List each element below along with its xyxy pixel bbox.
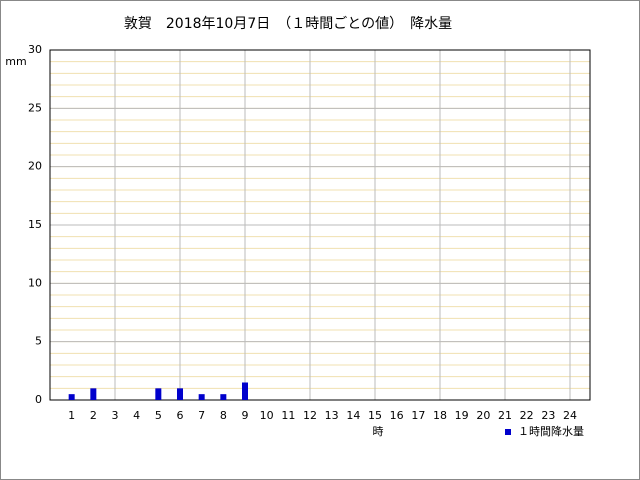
y-tick-label: 10: [28, 276, 42, 289]
y-tick-label: 20: [28, 160, 42, 173]
bar: [198, 394, 205, 400]
x-tick-label: 5: [155, 409, 162, 422]
x-tick-label: 10: [260, 409, 274, 422]
bar: [68, 394, 75, 400]
x-tick-label: 22: [520, 409, 534, 422]
legend-label: １時間降水量: [518, 424, 584, 438]
x-tick-label: 6: [177, 409, 184, 422]
x-tick-label: 11: [281, 409, 295, 422]
y-tick-label: 30: [28, 43, 42, 56]
x-tick-label: 2: [90, 409, 97, 422]
x-tick-label: 23: [541, 409, 555, 422]
x-tick-label: 16: [390, 409, 404, 422]
bar: [155, 388, 162, 400]
x-axis-label: 時: [373, 425, 384, 438]
x-tick-label: 8: [220, 409, 227, 422]
bar: [220, 394, 227, 400]
x-tick-label: 21: [498, 409, 512, 422]
x-tick-label: 13: [325, 409, 339, 422]
bar: [177, 388, 183, 400]
x-tick-label: 12: [303, 409, 317, 422]
x-tick-label: 3: [112, 409, 119, 422]
x-tick-label: 15: [368, 409, 382, 422]
x-tick-label: 1: [68, 409, 75, 422]
x-tick-label: 19: [455, 409, 469, 422]
chart-title: 敦賀 2018年10月7日 （１時間ごとの値） 降水量: [124, 16, 452, 32]
y-tick-label: 25: [28, 101, 42, 114]
y-tick-label: 15: [28, 218, 42, 231]
x-tick-label: 14: [346, 409, 360, 422]
x-tick-label: 7: [198, 409, 205, 422]
y-tick-label: 0: [35, 393, 42, 406]
y-tick-label: 5: [35, 335, 42, 348]
legend-swatch: [505, 429, 511, 435]
plot-border: [49, 49, 591, 401]
x-tick-label: 17: [411, 409, 425, 422]
x-tick-label: 18: [433, 409, 447, 422]
x-tick-label: 24: [563, 409, 577, 422]
x-tick-label: 4: [133, 409, 140, 422]
x-tick-label: 20: [476, 409, 490, 422]
x-tick-label: 9: [242, 409, 249, 422]
bar: [242, 382, 248, 400]
bar: [90, 388, 97, 400]
y-axis-label: mm: [5, 55, 26, 68]
